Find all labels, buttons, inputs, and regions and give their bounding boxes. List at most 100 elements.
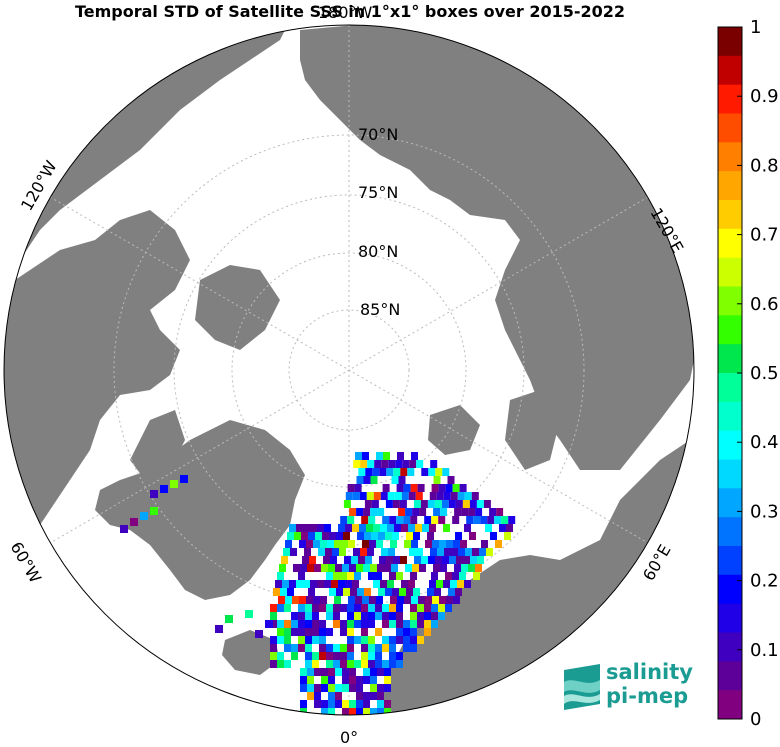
sss-std-cell [374,460,382,468]
sss-std-cell [396,660,403,668]
sss-std-cell [305,612,312,620]
sss-std-cell [370,508,378,516]
sss-std-cell [356,708,363,715]
colorbar-swatch [718,142,742,172]
sss-std-cell [305,628,312,636]
sss-std-cell [448,500,456,508]
lon-label-lower-left: 60°W [7,539,46,587]
sss-std-cell [328,684,335,692]
sss-std-cell [296,580,303,588]
colorbar-tick-label: 0.9 [750,86,779,107]
sss-std-cell [361,652,368,660]
sss-std-cell [322,532,329,540]
sss-std-cell [389,636,396,644]
sss-std-cell [444,548,451,556]
sss-std-cell [437,548,444,556]
sss-std-cell [340,652,347,660]
sss-std-cell [396,628,403,636]
sss-std-cell [435,556,442,564]
sss-std-cell [329,532,336,540]
sss-std-cell [377,700,384,708]
sss-std-cell [354,484,362,492]
sss-std-cell [433,564,440,572]
sss-std-cell [363,476,371,484]
sss-std-cell [345,580,352,588]
sss-std-cell [363,700,370,708]
colorbar-swatch [718,488,742,518]
sss-std-cell [348,540,355,548]
colorbar-swatch [718,257,742,287]
sss-std-cell [464,492,472,500]
sss-std-cell [340,620,347,628]
sss-std-cell [321,684,328,692]
sss-std-cell [328,692,335,700]
sss-std-cell [445,604,452,612]
sss-std-cell [275,580,282,588]
sss-std-cell [418,596,425,604]
sss-std-cell [425,596,432,604]
sss-std-cell [377,508,385,516]
sss-std-cell [392,500,400,508]
sss-std-cell [375,572,382,580]
sss-std-cell [380,524,387,532]
sss-std-cell [483,500,491,508]
sss-std-cell [381,460,389,468]
sss-std-cell [417,636,424,644]
sss-std-cell [396,484,404,492]
sss-std-cell [339,548,346,556]
sss-std-cell [440,564,447,572]
sss-std-cell [401,492,409,500]
sss-std-cell [455,500,463,508]
sss-std-cell [347,636,354,644]
sss-std-cell [431,620,438,628]
sss-std-cell [361,620,368,628]
sss-std-cell [380,492,388,500]
sss-std-cell [472,548,479,556]
sss-std-cell [452,516,460,524]
sss-std-cell [270,660,277,668]
sss-std-cell [438,604,445,612]
sss-std-cell [455,532,462,540]
sss-std-cell [410,636,417,644]
sss-std-cell [324,580,331,588]
sss-std-cell [281,556,288,564]
sss-std-cell [460,540,467,548]
sss-std-cell [335,700,342,708]
sss-std-cell [452,572,459,580]
sss-std-cell [305,620,312,628]
colorbar-tick-label: 0.2 [750,571,779,592]
sss-std-cell [320,596,327,604]
sss-std-cell [405,508,413,516]
sss-std-cell [386,556,393,564]
sss-std-cell [413,588,420,596]
colorbar-swatch [718,690,742,720]
sss-std-cell [433,476,441,484]
sss-std-cell [334,596,341,604]
sss-std-cell [365,556,372,564]
sss-std-cell [270,644,277,652]
lat-label-70: 70°N [358,125,398,144]
sss-std-cell [314,700,321,708]
sss-std-cell [358,556,365,564]
sss-std-cell [473,516,481,524]
sss-std-cell [481,540,488,548]
sss-std-cell [370,708,377,715]
sss-std-cell [377,668,384,676]
sss-std-cell [450,580,457,588]
sss-std-cell [368,636,375,644]
sss-std-cell [225,615,233,623]
colorbar-swatch [718,200,742,230]
sss-std-cell [335,668,342,676]
sss-std-cell [347,652,354,660]
sss-std-cell [508,516,516,524]
sss-std-cell [496,508,504,516]
sss-std-cell [364,588,371,596]
sss-std-cell [489,508,497,516]
sss-std-cell [376,596,383,604]
colorbar-swatch [718,84,742,114]
sss-std-cell [368,604,375,612]
sss-std-cell [321,708,328,715]
sss-std-cell [427,500,435,508]
sss-std-cell [314,692,321,700]
sss-std-cell [475,508,483,516]
